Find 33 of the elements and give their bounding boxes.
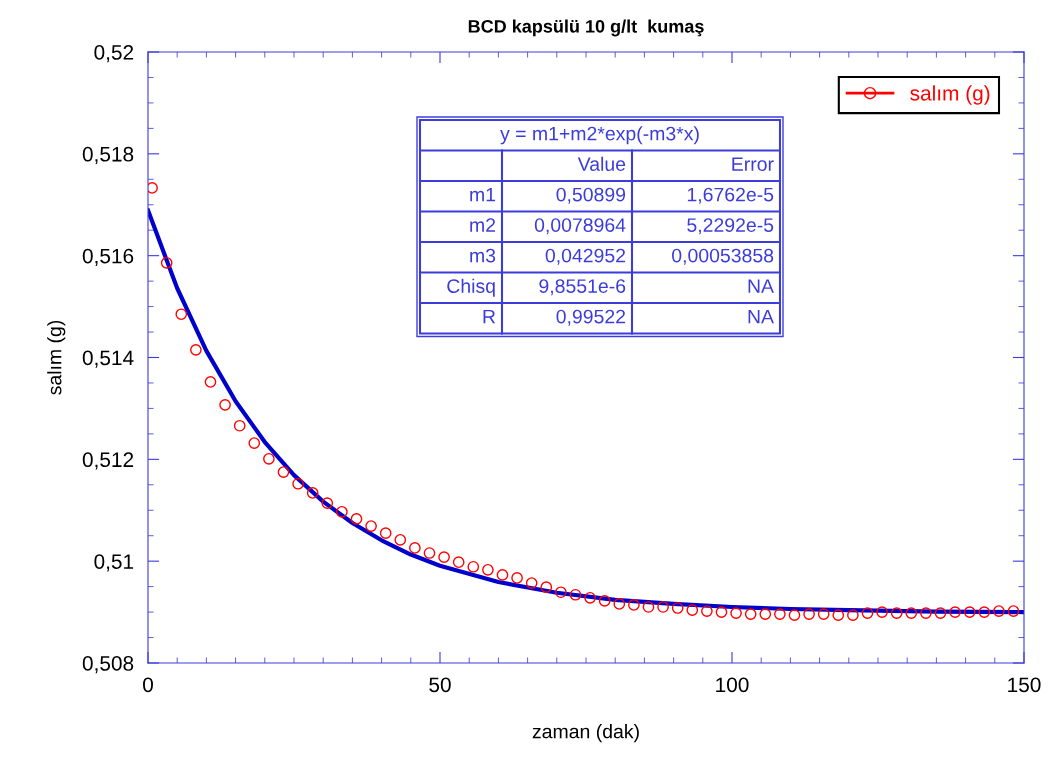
y-axis-title: salım (g) bbox=[47, 320, 66, 395]
y-tick-label: 0,51 bbox=[94, 554, 134, 572]
annotation: Chisq bbox=[447, 278, 495, 297]
y-tick-label: 0,518 bbox=[82, 146, 134, 165]
chart-title: BCD kapsülü 10 g/lt kumaş bbox=[468, 19, 704, 37]
annotation: m3 bbox=[470, 248, 496, 263]
annotation: m1 bbox=[470, 187, 496, 202]
annotation: 0,00053858 bbox=[672, 248, 774, 265]
annotation: y = m1+m2*exp(-m3*x) bbox=[500, 126, 699, 145]
annotation: 0,0078964 bbox=[534, 218, 626, 235]
annotation: R bbox=[483, 309, 496, 324]
annotation: NA bbox=[748, 309, 774, 324]
legend-label: salım (g) bbox=[910, 85, 990, 105]
annotation: 0,50899 bbox=[556, 187, 626, 204]
annotation: 5,2292e-5 bbox=[687, 218, 774, 235]
annotation: NA bbox=[748, 279, 774, 293]
y-tick-label: 0,516 bbox=[82, 248, 134, 266]
annotation: Value bbox=[577, 156, 626, 171]
y-tick-label: 0,512 bbox=[82, 452, 134, 470]
annotation: 0,99522 bbox=[556, 309, 626, 326]
x-axis-title: zaman (dak) bbox=[532, 724, 639, 743]
x-tick-label: 50 bbox=[429, 677, 451, 693]
annotation: 1,6762e-5 bbox=[687, 187, 774, 204]
x-tick-label: 0 bbox=[143, 677, 153, 693]
annotation: Error bbox=[732, 157, 774, 171]
annotation: m2 bbox=[470, 218, 496, 232]
x-tick-label: 150 bbox=[1008, 677, 1041, 693]
y-tick-label: 0,508 bbox=[82, 656, 134, 674]
y-tick-label: 0,52 bbox=[94, 45, 134, 63]
y-tick-label: 0,514 bbox=[82, 350, 134, 368]
annotation: 0,042952 bbox=[545, 248, 626, 265]
annotation: 9,8551e-6 bbox=[539, 279, 626, 296]
x-tick-label: 100 bbox=[716, 677, 749, 693]
